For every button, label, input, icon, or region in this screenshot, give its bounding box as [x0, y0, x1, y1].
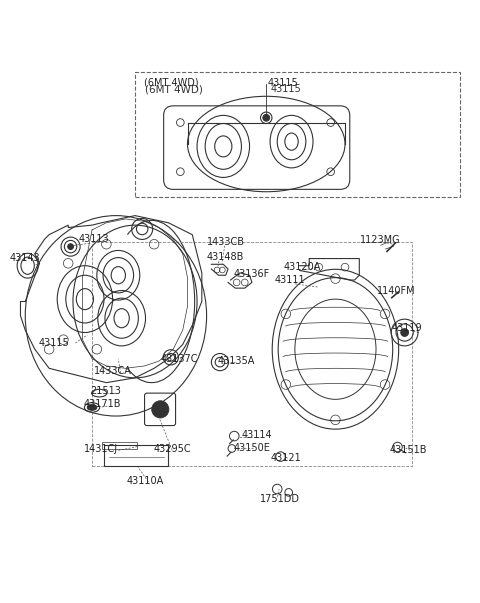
Text: 43119: 43119: [392, 323, 422, 333]
Text: 1751DD: 1751DD: [260, 494, 300, 504]
Circle shape: [152, 401, 169, 418]
Text: 43115: 43115: [38, 338, 69, 349]
Text: 43110A: 43110A: [126, 476, 164, 487]
Text: 43136F: 43136F: [234, 269, 270, 279]
Text: 43151B: 43151B: [389, 446, 427, 455]
Text: 43115: 43115: [268, 78, 299, 88]
Text: 43150E: 43150E: [234, 443, 271, 453]
Text: (6MT 4WD): (6MT 4WD): [144, 78, 198, 88]
Text: 43171B: 43171B: [84, 399, 121, 409]
Text: 1140FM: 1140FM: [377, 286, 416, 295]
Text: 43295C: 43295C: [153, 444, 191, 455]
Ellipse shape: [87, 405, 97, 410]
Text: 21513: 21513: [91, 386, 121, 396]
Text: 43143: 43143: [10, 253, 41, 263]
Bar: [104, 444, 168, 466]
Text: 1433CB: 1433CB: [206, 237, 245, 247]
Text: 43135A: 43135A: [217, 356, 254, 366]
Circle shape: [263, 115, 270, 121]
Text: 43113: 43113: [79, 233, 109, 244]
Text: 1431CJ: 1431CJ: [84, 444, 118, 455]
Bar: [102, 442, 137, 449]
Text: (6MT 4WD): (6MT 4WD): [144, 84, 203, 94]
Circle shape: [68, 244, 73, 250]
Circle shape: [401, 329, 408, 336]
Text: 43137C: 43137C: [160, 354, 198, 364]
Text: 43111: 43111: [275, 275, 305, 285]
Text: 1433CA: 1433CA: [94, 365, 132, 376]
Text: 43120A: 43120A: [284, 262, 321, 272]
Text: 43114: 43114: [241, 430, 272, 440]
Text: 43148B: 43148B: [206, 251, 244, 262]
Text: 43115: 43115: [271, 84, 302, 94]
Text: 43121: 43121: [270, 453, 301, 463]
Text: 1123MG: 1123MG: [360, 235, 401, 245]
